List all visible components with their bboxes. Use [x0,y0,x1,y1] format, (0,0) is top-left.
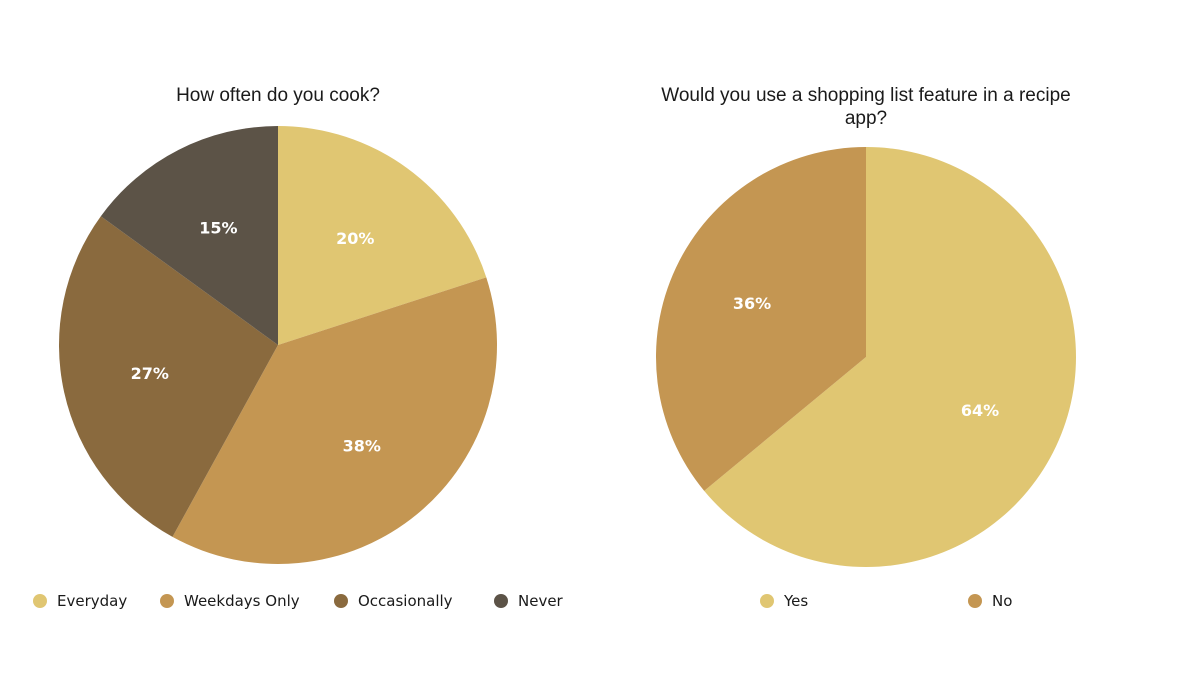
legend-item-everyday: Everyday [33,592,127,610]
slice-label-never: 15% [199,218,237,237]
legend-label: No [992,592,1013,610]
slice-label-occasionally: 27% [131,364,169,383]
legend-swatch [334,594,348,608]
legend-label: Everyday [57,592,128,610]
slice-label-no: 36% [733,294,771,313]
legend-swatch [494,594,508,608]
legend-item-no: No [968,592,1012,610]
legend-label: Weekdays Only [184,592,300,610]
legend-swatch [33,594,47,608]
pie-slice-weekdays-only [172,277,497,564]
slice-label-weekdays-only: 38% [343,437,381,456]
pie-slice-everyday [278,126,487,345]
slice-label-yes: 64% [961,401,999,420]
pie-slice-yes [704,147,1076,567]
legend-item-never: Never [494,592,563,610]
legend-swatch [968,594,982,608]
pie-slice-no [656,147,866,491]
legend-swatch [160,594,174,608]
pie-slice-never [100,125,278,345]
legend-label: Never [518,592,563,610]
legend-swatch [760,594,774,608]
slice-label-everyday: 20% [336,229,374,248]
legend-item-occasionally: Occasionally [334,592,453,610]
legend-label: Yes [784,592,809,610]
legend-label: Occasionally [358,592,453,610]
chart-title: How often do you cook? [176,85,380,106]
legend-item-yes: Yes [760,592,808,610]
pie-slice-occasionally [59,216,279,537]
chart-title: Would you use a shopping list feature in… [661,85,1071,129]
legend-item-weekdays-only: Weekdays Only [160,592,300,610]
